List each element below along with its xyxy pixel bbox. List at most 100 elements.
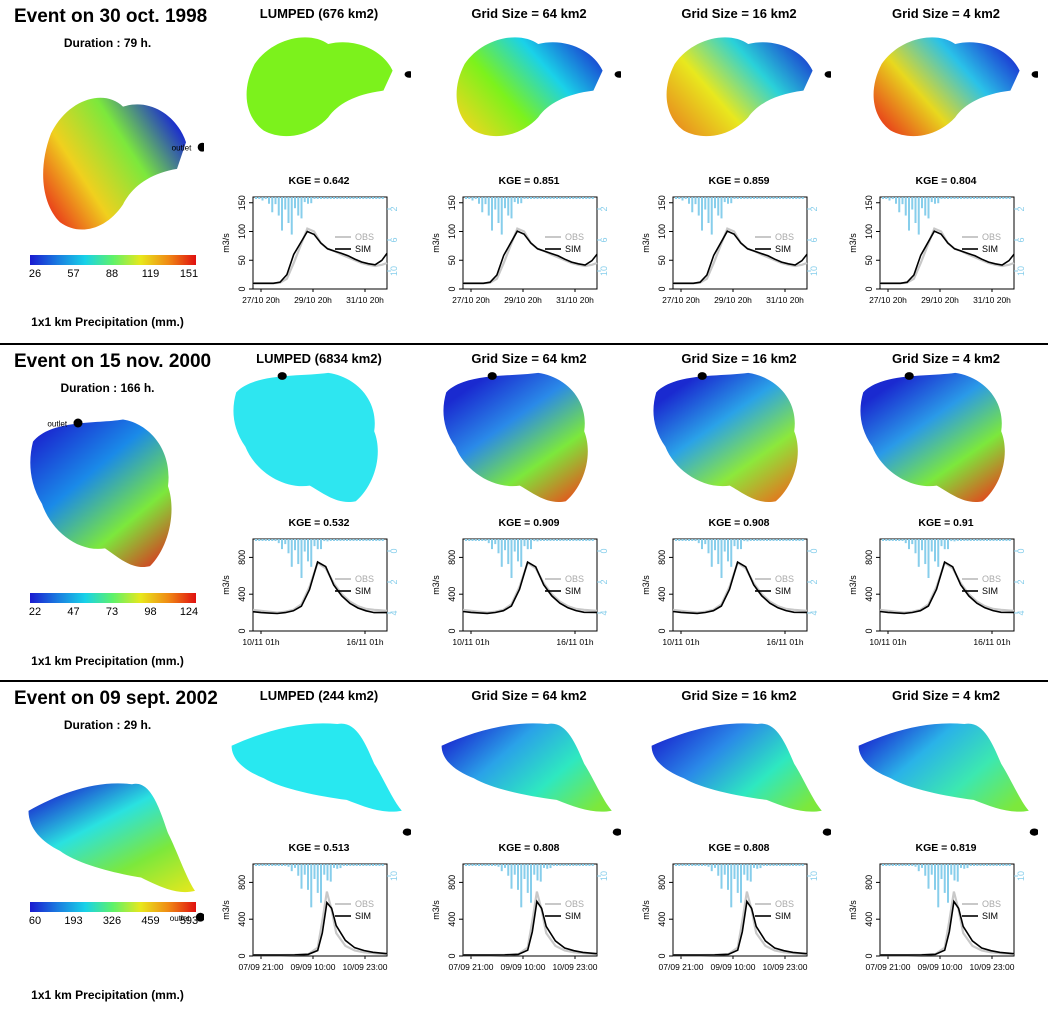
rain-bar bbox=[904, 197, 907, 216]
rain-bar bbox=[546, 197, 549, 199]
model-panel: Grid Size = 4 km2 KGE = 0.804 0 50 100 150 m3/… bbox=[842, 0, 1048, 343]
rain-bar bbox=[720, 864, 723, 889]
rain-bar bbox=[497, 864, 500, 867]
kge-score: KGE = 0.532 bbox=[288, 517, 350, 529]
rain-bar bbox=[969, 864, 972, 866]
rain-bar bbox=[707, 197, 710, 223]
y-tick-label: 0 bbox=[864, 286, 874, 291]
rain-bar bbox=[268, 539, 270, 541]
rain-bar bbox=[569, 197, 571, 199]
x-tick-label: 10/09 23:00 bbox=[763, 962, 808, 972]
rain-bar bbox=[569, 539, 571, 541]
simulated-map bbox=[666, 37, 831, 137]
event-duration: Duration : 166 h. bbox=[60, 381, 155, 395]
rain-bar bbox=[801, 539, 804, 541]
rain-bar bbox=[966, 539, 969, 541]
y-tick-label: 0 bbox=[447, 628, 457, 633]
colorbar-tick-label: 47 bbox=[67, 606, 80, 618]
rain-bar bbox=[969, 539, 972, 541]
rain-bar bbox=[704, 864, 707, 866]
rain-bar bbox=[762, 539, 765, 541]
rain-bar bbox=[736, 197, 739, 199]
model-panel: Grid Size = 64 km2 KGE = 0.808 0 400 800 m3/s… bbox=[425, 682, 633, 1016]
hydrograph-wrap: 0 400 800 m3/s 10 07/09 21:00 09/09 10:00 10/09… bbox=[842, 856, 1048, 976]
legend-sim-label: SIM bbox=[775, 586, 791, 596]
rain-bar bbox=[678, 539, 681, 541]
rain-bar bbox=[684, 864, 687, 866]
rain-bar bbox=[264, 539, 267, 541]
rain-bar bbox=[943, 539, 946, 550]
precipitation-map: outlet bbox=[43, 97, 204, 230]
rain-bar bbox=[565, 539, 568, 541]
rain-bar bbox=[517, 864, 519, 890]
hydrograph-chart: 0 400 800 m3/s 10 07/09 21:00 09/09 10:00 10/09… bbox=[641, 863, 819, 972]
rain-bar bbox=[740, 864, 742, 903]
rain-bar bbox=[982, 197, 985, 199]
rain-bar bbox=[885, 197, 888, 199]
kge-score: KGE = 0.819 bbox=[915, 842, 977, 854]
rain-bar bbox=[694, 539, 697, 541]
rain-bar bbox=[307, 197, 309, 204]
rain-tick-label: 0 bbox=[599, 548, 609, 553]
sim-line bbox=[879, 560, 1015, 615]
rain-bar bbox=[772, 864, 775, 866]
hydrograph-chart: 0 400 800 m3/s 10 07/09 21:00 09/09 10:00 10/09… bbox=[848, 863, 1026, 972]
rain-bar bbox=[891, 539, 894, 541]
rain-bar bbox=[543, 864, 545, 868]
rain-bar bbox=[349, 864, 352, 866]
kge-score: KGE = 0.513 bbox=[288, 842, 350, 854]
rain-bar bbox=[924, 539, 927, 565]
y-tick-label: 400 bbox=[237, 587, 247, 602]
rain-bar bbox=[992, 197, 995, 199]
hydrograph-wrap: 0 50 100 150 m3/s 2 6 10 27/10 20h 29/10 20h 31/10… bbox=[425, 189, 633, 309]
y-tick-label: 800 bbox=[657, 550, 667, 565]
event-summary: Event on 15 nov. 2000 Duration : 166 h. ou… bbox=[0, 345, 215, 680]
x-tick-label: 10/09 23:00 bbox=[970, 962, 1015, 972]
rain-bar bbox=[762, 864, 765, 866]
rain-bar bbox=[346, 197, 348, 199]
hydrograph-wrap: 0 400 800 m3/s 10 07/09 21:00 09/09 10:00 10/09… bbox=[635, 856, 843, 976]
rain-bar bbox=[342, 864, 345, 866]
rain-bar bbox=[882, 197, 884, 199]
rain-bar bbox=[937, 539, 940, 567]
rain-bar bbox=[904, 864, 907, 866]
model-panel: Grid Size = 4 km2 KGE = 0.91 0 400 800 m3/s 0 2… bbox=[842, 345, 1048, 682]
rain-bar bbox=[788, 864, 791, 866]
legend-sim-label: SIM bbox=[355, 911, 371, 921]
rain-bar bbox=[513, 864, 516, 875]
rain-bar bbox=[888, 197, 891, 201]
rain-bar bbox=[688, 864, 690, 866]
y-tick-label: 100 bbox=[237, 224, 247, 239]
rain-bar bbox=[504, 539, 506, 551]
hydrograph-chart: 0 400 800 m3/s 0 2 4 10/11 01h 16/11 01h OBS SIM bbox=[431, 538, 609, 647]
rain-bar bbox=[530, 864, 532, 903]
rain-bar bbox=[494, 539, 497, 545]
y-tick-label: 400 bbox=[864, 587, 874, 602]
rain-bar bbox=[281, 864, 283, 866]
rain-bar bbox=[911, 197, 914, 210]
rain-bar bbox=[756, 197, 759, 199]
model-panel: LUMPED (676 km2) KGE = 0.642 0 50 100 150 m3/s… bbox=[215, 0, 423, 343]
rain-bar bbox=[510, 539, 513, 578]
outlet-marker bbox=[195, 912, 204, 922]
rain-bar bbox=[303, 864, 306, 875]
rain-bar bbox=[746, 539, 749, 542]
rain-bar bbox=[465, 864, 467, 866]
plot-frame bbox=[672, 538, 808, 632]
y-tick-label: 50 bbox=[864, 255, 874, 265]
rain-bar bbox=[352, 539, 355, 541]
rain-bar bbox=[973, 539, 975, 541]
kge-score: KGE = 0.909 bbox=[498, 517, 560, 529]
rain-bar bbox=[500, 197, 503, 235]
rain-bar bbox=[533, 197, 536, 199]
colorbar-tick-label: 119 bbox=[141, 268, 160, 280]
rain-bar bbox=[927, 197, 930, 219]
rain-bar bbox=[339, 864, 342, 869]
rain-bar bbox=[723, 864, 726, 875]
rain-bar bbox=[966, 864, 969, 869]
colorbar-tick-label: 151 bbox=[179, 268, 199, 280]
kge-score: KGE = 0.859 bbox=[708, 175, 770, 187]
rain-bar bbox=[908, 197, 910, 231]
legend-obs-label: OBS bbox=[982, 899, 1001, 909]
rain-bar bbox=[795, 197, 798, 199]
